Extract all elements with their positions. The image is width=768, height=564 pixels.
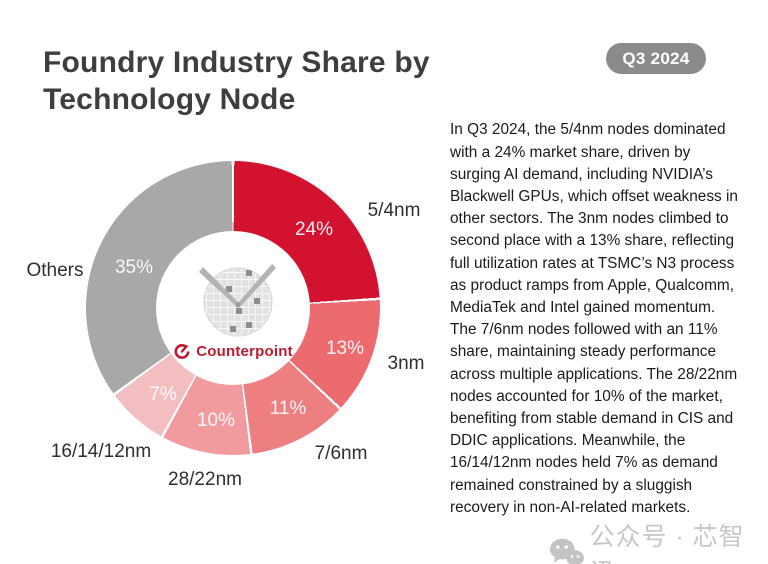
slice-label-16-14-12nm: 16/14/12nm (50, 441, 152, 462)
donut-center: Counterpoint (156, 231, 310, 385)
watermark: 公众号 · 芯智讯 (549, 517, 768, 564)
period-badge-label: Q3 2024 (622, 48, 690, 68)
wechat-icon (549, 538, 584, 564)
slice-value-3nm: 13% (325, 338, 365, 359)
slice-value-others: 35% (114, 257, 154, 278)
slice-label-3nm: 3nm (387, 353, 425, 374)
page-title-line2: Technology Node (43, 83, 296, 116)
slice-value-16-14-12nm: 7% (149, 384, 177, 405)
counterpoint-logo: Counterpoint (173, 342, 293, 360)
watermark-text: 公众号 · 芯智讯 (589, 523, 745, 564)
slice-value-28-22nm: 10% (196, 410, 236, 431)
wafer-clock-icon (199, 264, 276, 337)
slice-value-5-4nm: 24% (294, 219, 334, 240)
slice-value-7-6nm: 11% (269, 398, 307, 419)
period-badge: Q3 2024 (606, 43, 706, 74)
commentary-text: In Q3 2024, the 5/4nm nodes dominated wi… (450, 121, 738, 516)
slice-label-others: Others (26, 260, 84, 281)
counterpoint-brand-text: Counterpoint (196, 342, 293, 360)
slice-label-28-22nm: 28/22nm (168, 469, 242, 490)
counterpoint-logo-icon (174, 344, 190, 359)
page-title-line1: Foundry Industry Share by (43, 46, 430, 79)
slice-label-7-6nm: 7/6nm (314, 443, 368, 464)
page-title: Foundry Industry Share by Technology Nod… (43, 44, 463, 118)
slice-label-5-4nm: 5/4nm (367, 200, 421, 221)
donut-chart: Counterpoint (86, 161, 380, 455)
